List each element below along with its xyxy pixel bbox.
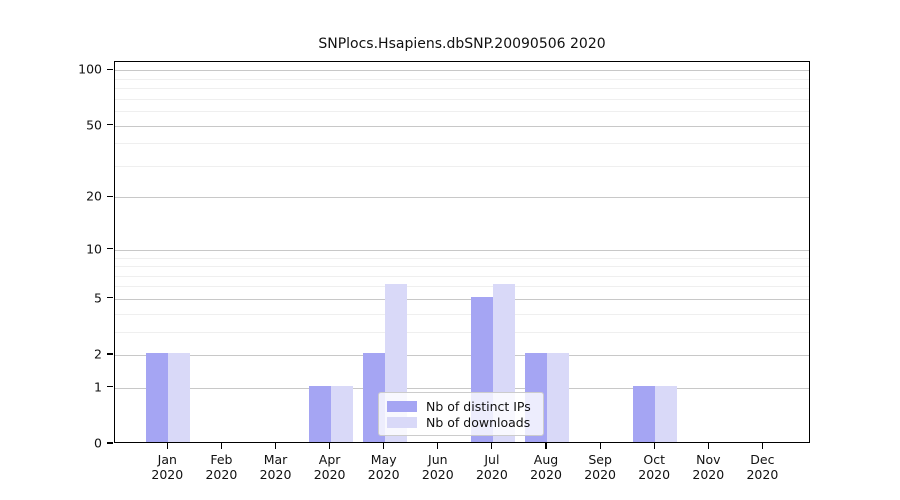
gridline-30 — [115, 165, 809, 167]
x-axis-label-oct: Oct 2020 — [638, 452, 671, 482]
gridline-4 — [115, 313, 809, 315]
legend: Nb of distinct IPs Nb of downloads — [378, 392, 544, 436]
gridline-90 — [115, 78, 809, 80]
x-tick-jan — [166, 443, 168, 449]
legend-swatch-downloads — [387, 416, 417, 428]
legend-swatch-distinct-ips — [387, 400, 417, 412]
bar-aug-downloads — [547, 353, 569, 442]
x-tick-mar — [274, 443, 277, 449]
gridline-20 — [115, 197, 809, 199]
gridline-2 — [115, 355, 809, 356]
bar-oct-downloads — [655, 385, 678, 442]
x-tick-dec — [761, 443, 763, 449]
bar-apr-downloads — [330, 385, 353, 442]
gridline-60 — [115, 111, 809, 112]
legend-item-distinct-ips: Nb of distinct IPs — [387, 398, 535, 414]
gridline-10 — [115, 249, 809, 251]
y-axis-label-20: 20 — [86, 188, 102, 204]
y-tick-10 — [107, 248, 113, 250]
x-axis-label-apr: Apr 2020 — [313, 452, 346, 482]
gridline-6 — [115, 286, 809, 288]
gridline-70 — [115, 98, 809, 100]
y-axis-label-50: 50 — [86, 117, 102, 132]
y-axis-label-1: 1 — [94, 379, 102, 395]
y-tick-2 — [107, 353, 113, 355]
x-tick-aug — [545, 443, 547, 449]
y-tick-1 — [107, 386, 113, 388]
x-axis-label-dec: Dec 2020 — [746, 452, 779, 482]
x-axis-label-mar: Mar 2020 — [259, 452, 292, 482]
chart-title: SNPlocs.Hsapiens.dbSNP.20090506 2020 — [318, 36, 606, 52]
x-axis-label-aug: Aug 2020 — [530, 452, 562, 482]
x-axis-label-sep: Sep 2020 — [584, 452, 616, 482]
bar-oct-distinct-ips — [633, 385, 656, 442]
x-tick-sep — [599, 443, 601, 449]
gridline-8 — [115, 266, 809, 267]
y-axis-label-0: 0 — [94, 435, 102, 451]
gridline-7 — [115, 275, 809, 277]
y-axis-label-100: 100 — [78, 61, 102, 77]
y-tick-100 — [107, 68, 113, 70]
x-axis-label-may: May 2020 — [367, 452, 400, 482]
bar-jan-downloads — [168, 353, 191, 442]
y-tick-20 — [107, 195, 113, 197]
legend-label-distinct-ips: Nb of distinct IPs — [426, 398, 531, 414]
gridline-1 — [115, 387, 809, 389]
gridline-9 — [115, 257, 809, 259]
y-tick-50 — [107, 123, 113, 126]
y-tick-5 — [107, 297, 113, 299]
gridline-50 — [115, 125, 809, 127]
legend-item-downloads: Nb of downloads — [387, 414, 535, 430]
x-tick-oct — [653, 443, 655, 449]
x-axis-label-jul: Jul 2020 — [475, 452, 508, 482]
gridline-5 — [115, 298, 809, 300]
x-axis-label-jan: Jan 2020 — [151, 452, 184, 482]
y-tick-0 — [107, 442, 113, 444]
x-tick-jun — [437, 443, 439, 449]
x-tick-nov — [707, 443, 709, 449]
gridline-100 — [115, 70, 809, 72]
x-axis-label-nov: Nov 2020 — [692, 452, 725, 482]
plot-area — [114, 61, 810, 443]
y-axis-label-10: 10 — [86, 241, 102, 257]
bar-jan-distinct-ips — [146, 353, 169, 442]
x-tick-apr — [329, 443, 331, 449]
bar-apr-distinct-ips — [308, 385, 331, 442]
y-axis-label-2: 2 — [94, 346, 102, 362]
x-tick-jul — [491, 443, 493, 449]
x-axis-label-jun: Jun 2020 — [421, 452, 454, 482]
x-axis-label-feb: Feb 2020 — [205, 452, 238, 482]
x-tick-feb — [220, 443, 222, 449]
gridline-40 — [115, 143, 809, 145]
gridline-80 — [115, 88, 809, 89]
legend-label-downloads: Nb of downloads — [426, 414, 531, 430]
gridline-3 — [115, 331, 809, 333]
y-axis-label-5: 5 — [94, 290, 102, 306]
x-tick-may — [383, 443, 385, 449]
